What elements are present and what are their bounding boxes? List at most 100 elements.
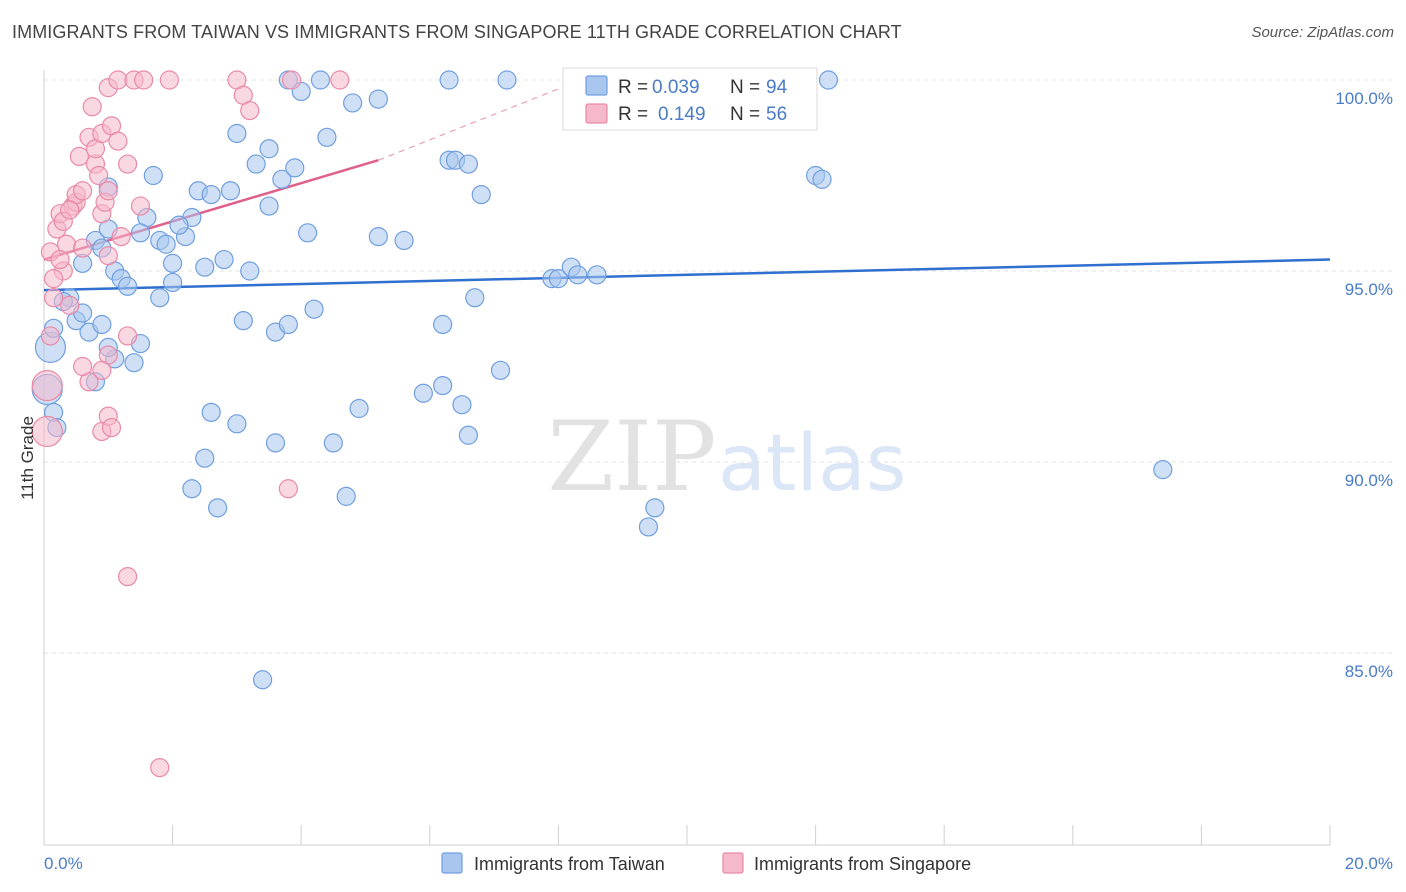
y-tick-label: 95.0% [1345,280,1393,299]
point-taiwan [568,265,588,285]
point-taiwan [195,257,215,277]
point-taiwan [195,448,215,468]
point-singapore [44,288,64,308]
point-singapore [72,181,93,201]
point-taiwan [163,253,183,273]
point-taiwan [471,185,491,205]
point-taiwan [278,314,298,335]
point-singapore [44,269,64,289]
point-singapore [60,200,80,220]
point-taiwan [304,299,324,319]
trend-line-dashed-singapore [378,83,572,161]
point-taiwan [259,196,279,216]
point-taiwan [458,154,478,174]
point-singapore [159,70,179,90]
point-taiwan [143,165,163,186]
legend-n-value-singapore: 56 [766,104,787,125]
point-taiwan [812,169,832,189]
legend-r-value-singapore: 0.149 [658,104,706,125]
point-singapore [117,566,138,587]
point-taiwan [169,215,189,235]
point-singapore [69,146,89,166]
point-taiwan [285,158,305,178]
point-taiwan [465,288,485,308]
point-taiwan [259,139,279,159]
point-taiwan [208,498,228,518]
legend-swatch-taiwan [585,75,608,96]
point-singapore [31,370,63,402]
point-taiwan [272,169,292,189]
point-singapore [72,356,93,377]
point-taiwan [439,70,459,90]
point-taiwan [156,234,176,254]
point-taiwan [638,517,659,537]
legend-r-value-taiwan: 0.039 [652,77,700,98]
point-singapore [330,70,350,90]
legend-n-label-singapore: N = [730,104,760,125]
axes: 0.0% 20.0% [43,70,1393,873]
point-singapore [40,326,61,346]
series-legend-label-taiwan: Immigrants from Taiwan [474,854,665,874]
point-taiwan [458,425,478,445]
point-singapore [31,415,63,448]
series-legend-swatch-taiwan [441,852,463,874]
point-taiwan [117,276,138,296]
point-taiwan [265,433,286,453]
watermark-zip: ZIP [547,401,716,513]
point-taiwan [317,127,337,147]
point-singapore [134,70,154,90]
point-taiwan [240,261,260,281]
point-taiwan [433,376,453,396]
point-taiwan [227,123,247,144]
point-taiwan [233,311,253,331]
point-taiwan [92,314,112,335]
point-singapore [82,97,102,117]
point-singapore [108,70,128,90]
trend-line-taiwan [43,258,1331,292]
point-taiwan [182,479,202,499]
point-taiwan [368,227,388,247]
point-singapore [98,181,118,201]
point-singapore [111,227,131,247]
point-taiwan [214,249,234,270]
point-singapore [150,757,170,778]
watermark: ZIP atlas [547,401,906,513]
point-singapore [98,246,118,266]
y-axis-label: 11th Grade [18,416,37,500]
point-taiwan [452,395,472,415]
correlation-legend: R = 0.039 N = 94 R = 0.149 N = 56 [562,67,818,131]
legend-swatch-singapore [585,103,608,124]
point-taiwan [227,414,247,434]
point-taiwan [368,89,388,109]
point-taiwan [246,154,266,174]
data-points [31,70,1173,778]
chart-source: Source: ZipAtlas.com [1251,24,1394,41]
point-taiwan [394,230,414,251]
y-tick-label: 90.0% [1345,471,1393,490]
point-singapore [117,154,138,174]
point-singapore [240,100,260,121]
point-singapore [89,165,109,186]
legend-n-label-taiwan: N = [730,77,760,98]
point-taiwan [163,272,183,293]
point-singapore [117,326,138,346]
y-tick-label: 100.0% [1335,89,1393,108]
point-singapore [72,238,93,258]
chart-title: IMMIGRANTS FROM TAIWAN VS IMMIGRANTS FRO… [12,22,902,42]
x-tick-label-max: 20.0% [1345,854,1393,873]
point-taiwan [497,70,517,90]
point-taiwan [220,181,241,201]
point-taiwan [433,314,453,335]
point-singapore [108,131,128,151]
point-taiwan [490,360,511,380]
point-taiwan [413,383,433,403]
point-taiwan [253,670,273,690]
point-taiwan [201,185,221,205]
y-tick-label: 85.0% [1345,662,1393,681]
point-taiwan [124,353,144,373]
point-taiwan [298,223,318,243]
point-singapore [92,360,112,380]
point-taiwan [150,288,170,308]
x-tick-label-min: 0.0% [44,854,83,873]
